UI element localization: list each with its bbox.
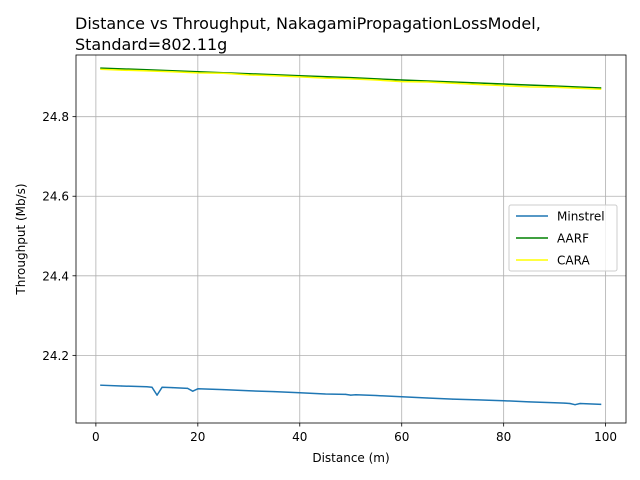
data-point-minstrel (564, 402, 566, 404)
x-tick-label: 100 (594, 430, 617, 444)
y-axis-label: Throughput (Mb/s) (14, 183, 28, 295)
series-cara (100, 68, 602, 90)
data-point-aarf (452, 81, 454, 83)
data-point-minstrel (146, 386, 148, 388)
data-point-cara (528, 86, 530, 88)
data-point-cara (599, 88, 602, 90)
data-point-minstrel (161, 386, 163, 388)
data-point-minstrel (375, 394, 377, 397)
plot-area-frame (75, 54, 627, 424)
data-point-minstrel (477, 399, 479, 401)
data-point-cara (324, 77, 326, 79)
legend-label-aarf: AARF (557, 232, 589, 246)
data-point-cara (197, 72, 199, 74)
data-point-minstrel (554, 402, 556, 404)
legend: Minstrel AARF CARA (508, 204, 618, 272)
data-point-minstrel (528, 401, 530, 403)
data-point-aarf (503, 83, 505, 85)
data-point-minstrel (248, 390, 250, 392)
data-point-minstrel (197, 388, 199, 390)
data-point-aarf (197, 71, 199, 73)
data-point-minstrel (355, 394, 357, 396)
y-tick-label: 24.6 (42, 190, 69, 204)
data-point-aarf (554, 85, 556, 87)
data-point-cara (401, 81, 403, 83)
data-point-aarf (599, 87, 602, 89)
data-point-minstrel (579, 402, 581, 405)
data-point-minstrel (100, 384, 102, 386)
data-point-minstrel (171, 386, 173, 389)
series-lines (100, 67, 602, 406)
y-tick-label: 24.2 (42, 349, 69, 363)
data-point-cara (477, 83, 479, 86)
legend-entry-cara: CARA (516, 254, 590, 268)
series-aarf (100, 67, 602, 89)
data-point-minstrel (503, 400, 505, 402)
data-point-cara (426, 81, 428, 83)
data-point-minstrel (452, 398, 454, 400)
data-point-minstrel (120, 385, 122, 387)
y-tick-label: 24.8 (42, 110, 69, 124)
data-point-minstrel (299, 392, 301, 394)
data-point-minstrel (187, 387, 189, 389)
data-point-minstrel (401, 396, 403, 398)
data-point-minstrel (599, 403, 602, 405)
legend-entry-minstrel: Minstrel (516, 210, 605, 224)
data-point-cara (299, 76, 301, 78)
data-point-minstrel (350, 394, 352, 396)
data-point-minstrel (156, 394, 158, 396)
data-point-cara (222, 72, 224, 74)
data-point-cara (273, 75, 275, 77)
data-point-aarf (299, 75, 301, 77)
data-point-cara (554, 86, 556, 88)
data-point-minstrel (569, 402, 571, 405)
data-point-cara (171, 71, 173, 73)
data-point-aarf (350, 77, 352, 79)
data-point-minstrel (426, 397, 428, 399)
x-tick-label: 0 (92, 430, 100, 444)
data-point-cara (100, 68, 102, 70)
data-point-minstrel (324, 393, 326, 395)
x-axis-label: Distance (m) (312, 451, 389, 465)
x-tick-label: 20 (190, 430, 205, 444)
x-tick-label: 80 (496, 430, 511, 444)
data-point-aarf (100, 67, 102, 69)
legend-frame (508, 204, 618, 272)
data-point-minstrel (222, 388, 224, 391)
data-point-cara (248, 74, 250, 76)
data-point-cara (146, 70, 148, 72)
data-point-cara (375, 79, 377, 81)
chart-title-line-1: Distance vs Throughput, NakagamiPropagat… (75, 14, 541, 33)
data-point-cara (120, 69, 122, 71)
chart-title-line-2: Standard=802.11g (75, 35, 227, 54)
data-point-minstrel (273, 390, 275, 393)
x-tick-label: 60 (394, 430, 409, 444)
data-point-cara (579, 87, 581, 90)
data-point-aarf (401, 79, 403, 81)
legend-entry-aarf: AARF (516, 232, 589, 246)
data-point-aarf (146, 69, 148, 71)
data-point-aarf (248, 73, 250, 75)
series-minstrel (100, 384, 602, 406)
data-point-minstrel (192, 390, 194, 392)
axis-ticks: 0 20 40 60 80 100 24.2 24.4 24.6 24.8 (42, 110, 617, 444)
data-point-cara (350, 78, 352, 80)
data-point-minstrel (574, 404, 576, 406)
data-point-cara (503, 85, 505, 87)
data-point-cara (452, 82, 454, 84)
x-tick-label: 40 (292, 430, 307, 444)
legend-label-minstrel: Minstrel (557, 210, 605, 224)
data-point-minstrel (345, 393, 347, 395)
legend-label-cara: CARA (557, 254, 590, 268)
y-tick-label: 24.4 (42, 269, 69, 283)
data-point-minstrel (151, 386, 153, 388)
